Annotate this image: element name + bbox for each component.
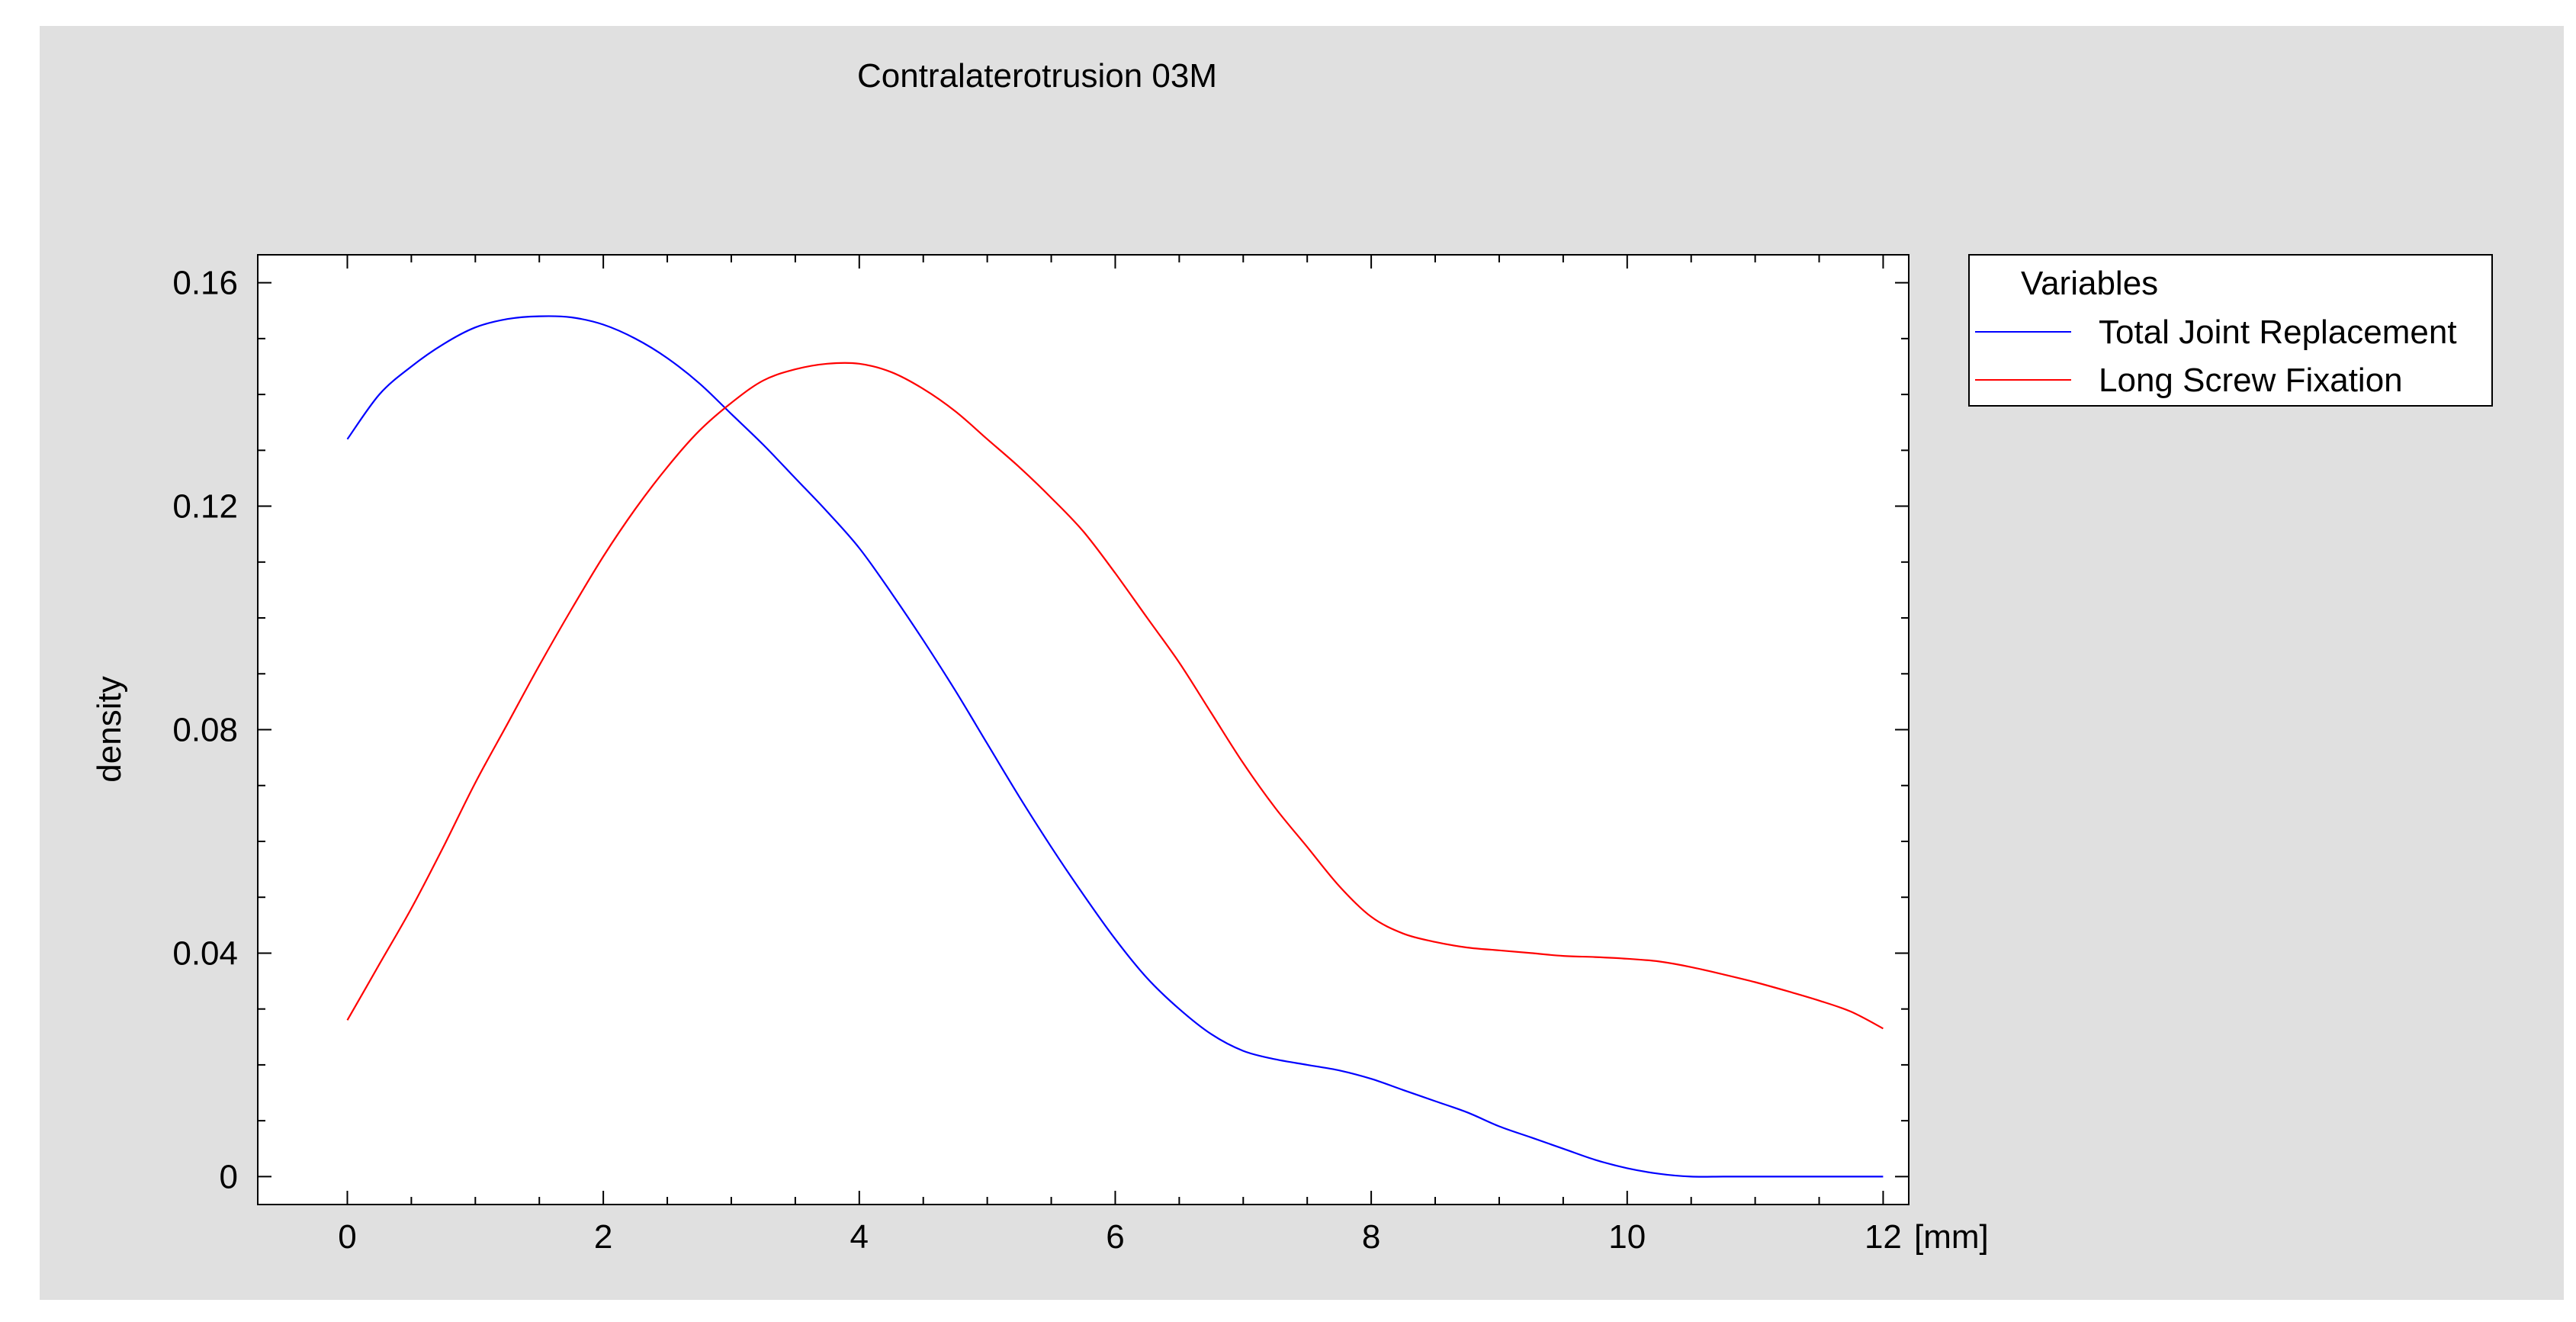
x-tick-label: 4 <box>850 1218 869 1256</box>
legend-entry-total-joint-replacement: Total Joint Replacement <box>2099 314 2457 351</box>
y-tick-label: 0.04 <box>172 934 238 972</box>
x-tick-label: 0 <box>338 1218 356 1256</box>
y-axis: 0 0.04 0.08 0.12 0.16 <box>172 265 1909 1195</box>
x-tick-label: 12 <box>1865 1218 1902 1256</box>
legend: Variables Total Joint Replacement Long S… <box>1968 254 2493 407</box>
x-axis-unit-label: [mm] <box>1914 1218 1989 1256</box>
chart-title: Contralaterotrusion 03M <box>857 57 1217 95</box>
x-tick-label: 6 <box>1106 1218 1124 1256</box>
series-line-total-joint-replacement <box>346 315 1884 1178</box>
y-tick-label: 0.12 <box>172 488 238 526</box>
plot-area <box>257 254 1910 1205</box>
y-tick-label: 0.08 <box>172 712 238 749</box>
x-tick-label: 8 <box>1362 1218 1380 1256</box>
x-tick-label: 2 <box>594 1218 612 1256</box>
x-tick-label: 10 <box>1608 1218 1646 1256</box>
series-line-long-screw-fixation <box>346 362 1884 1030</box>
y-axis-label: density <box>91 676 128 782</box>
legend-entry-long-screw-fixation: Long Screw Fixation <box>2099 362 2403 399</box>
series-lines <box>346 315 1884 1178</box>
legend-title: Variables <box>2021 265 2158 302</box>
x-axis: 0 2 4 6 8 10 12 <box>338 255 1902 1256</box>
y-tick-label: 0 <box>220 1158 238 1195</box>
y-tick-label: 0.16 <box>172 265 238 302</box>
